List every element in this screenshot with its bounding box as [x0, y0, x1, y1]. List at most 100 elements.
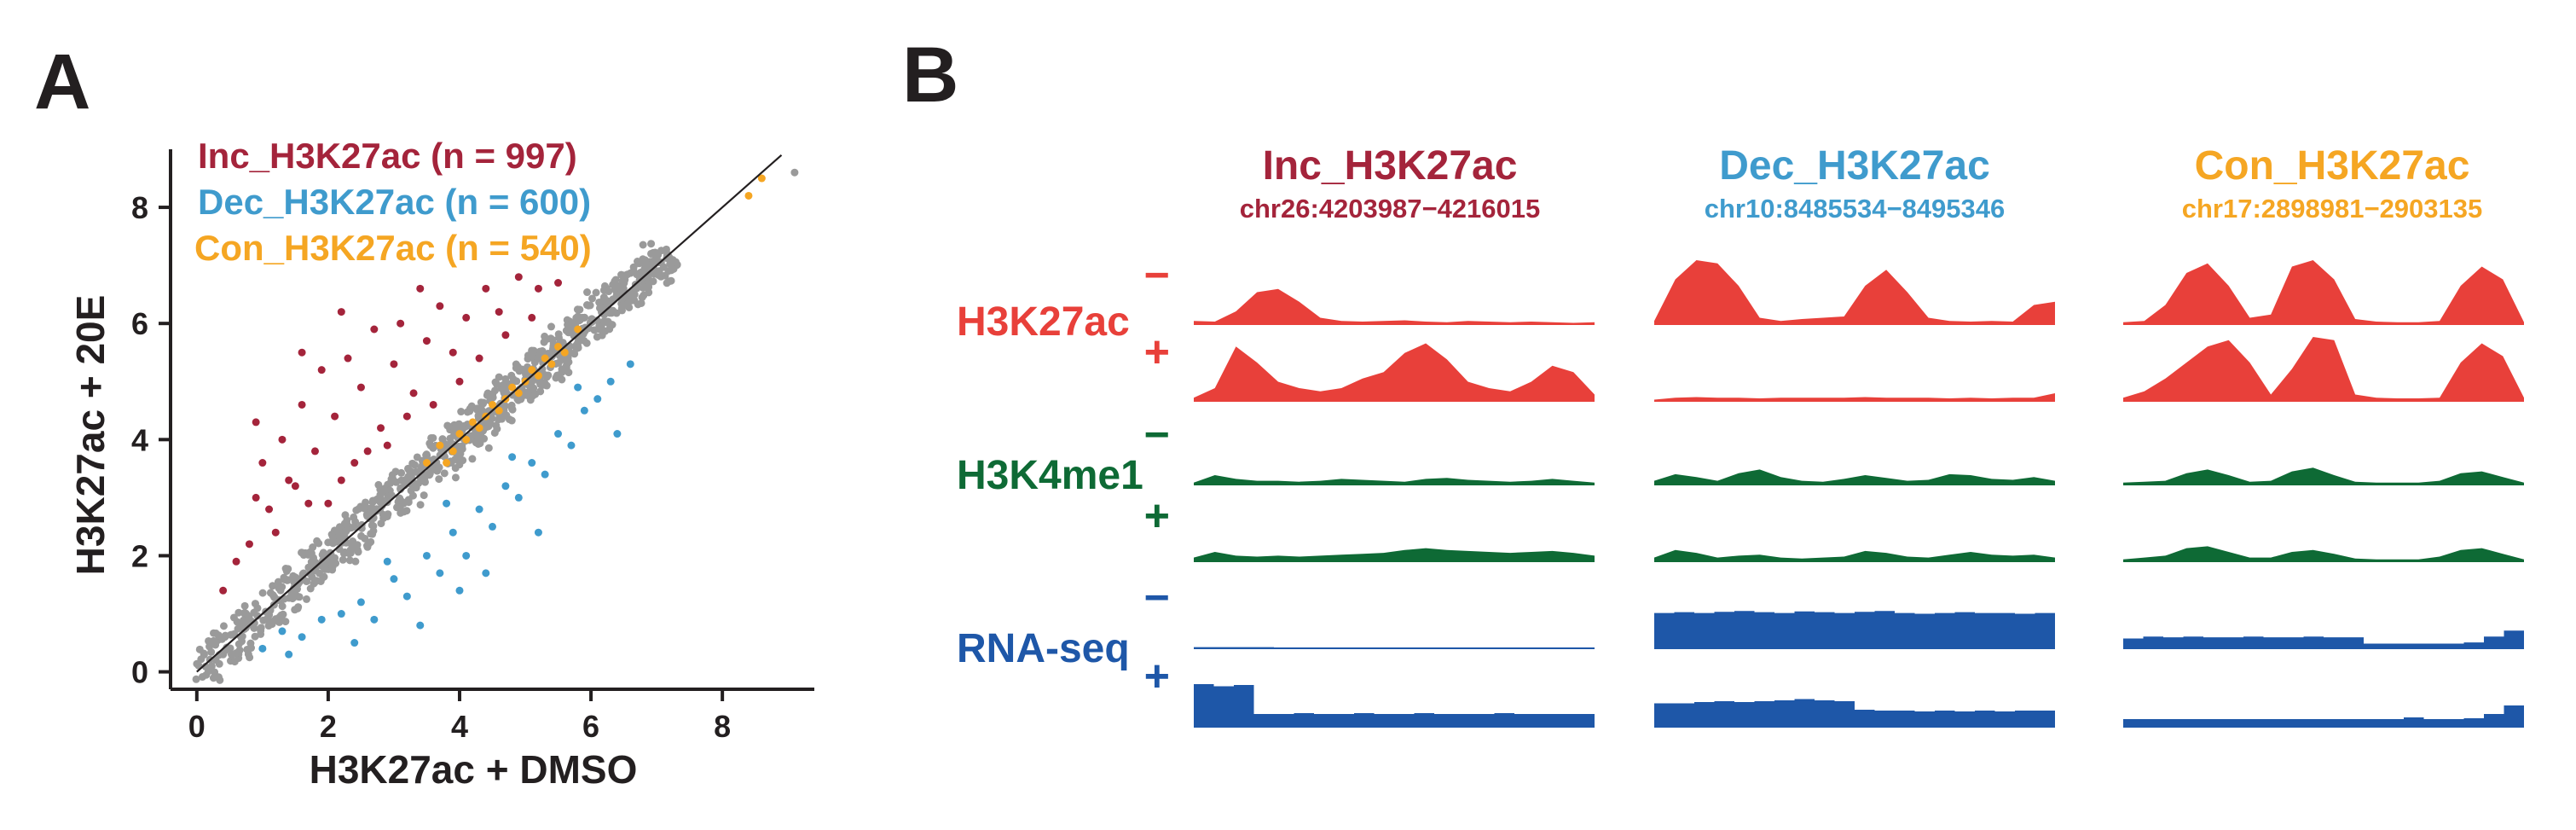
- background-point: [306, 584, 315, 593]
- point-inc: [528, 313, 536, 322]
- point-inc: [514, 273, 523, 282]
- point-dec: [593, 395, 602, 403]
- background-point: [368, 521, 376, 530]
- track-h3k27ac-plus-dec: [1654, 393, 2055, 401]
- background-point: [554, 330, 563, 339]
- point-dec: [514, 493, 523, 502]
- background-point: [333, 527, 342, 536]
- background-point: [376, 490, 385, 499]
- point-dec: [278, 627, 287, 636]
- background-point: [640, 257, 648, 265]
- locus-coords-con: chr17:2898981−2903135: [2182, 194, 2483, 223]
- point-con: [436, 441, 444, 450]
- genome-browser: Inc_H3K27ac chr26:4203987−4216015 Dec_H3K2…: [957, 143, 2524, 728]
- point-inc: [252, 493, 260, 502]
- background-point: [229, 613, 238, 622]
- point-con: [757, 174, 766, 183]
- point-con: [449, 447, 457, 456]
- point-inc: [554, 279, 563, 287]
- background-point: [320, 572, 328, 581]
- background-point: [523, 391, 531, 399]
- background-point: [292, 586, 300, 595]
- background-point: [368, 496, 377, 505]
- background-point: [517, 395, 525, 403]
- background-point: [605, 287, 613, 296]
- condition-plus-h3k4me1: +: [1144, 491, 1170, 541]
- background-point: [195, 645, 204, 653]
- background-point: [573, 305, 582, 314]
- background-point: [468, 455, 477, 463]
- y-tick-label: 4: [131, 422, 148, 457]
- background-point: [257, 624, 265, 632]
- background-point: [407, 467, 415, 476]
- background-point: [512, 363, 520, 372]
- point-inc: [455, 377, 464, 386]
- background-point: [219, 622, 228, 630]
- point-dec: [554, 430, 563, 438]
- background-point: [313, 537, 321, 545]
- point-dec: [567, 441, 576, 450]
- point-con: [574, 325, 582, 334]
- background-point: [790, 168, 799, 177]
- track-rnaseq-plus-inc: [1194, 684, 1595, 727]
- background-point: [269, 582, 277, 590]
- point-con: [462, 435, 471, 444]
- point-con: [514, 389, 523, 398]
- background-point: [206, 639, 214, 647]
- background-point: [605, 319, 613, 328]
- point-inc: [298, 348, 306, 357]
- background-point: [228, 630, 236, 639]
- x-tick-label: 6: [582, 709, 599, 744]
- point-con: [495, 406, 503, 415]
- point-inc: [429, 400, 437, 409]
- x-tick-label: 0: [188, 709, 206, 744]
- track-h3k4me1-minus-con: [2123, 467, 2524, 485]
- track-h3k27ac-plus-inc: [1194, 343, 1595, 401]
- track-h3k4me1-minus-inc: [1194, 475, 1595, 485]
- point-inc: [436, 302, 444, 311]
- point-dec: [455, 586, 464, 595]
- point-inc: [534, 284, 542, 293]
- track-h3k4me1-plus-inc: [1194, 548, 1595, 561]
- background-point: [210, 629, 218, 637]
- background-point: [625, 303, 634, 311]
- background-point: [251, 600, 259, 608]
- point-dec: [422, 551, 431, 560]
- point-inc: [501, 331, 510, 340]
- background-point: [346, 546, 355, 554]
- background-point: [198, 673, 206, 682]
- point-con: [560, 348, 569, 357]
- condition-minus-rnaseq: −: [1144, 573, 1170, 623]
- background-point: [282, 566, 291, 575]
- point-con: [443, 459, 451, 467]
- background-point: [377, 519, 385, 528]
- point-inc: [232, 557, 240, 566]
- point-inc: [337, 476, 345, 485]
- point-inc: [285, 476, 293, 485]
- point-con: [541, 354, 549, 363]
- point-dec: [475, 505, 483, 514]
- background-point: [353, 546, 362, 554]
- point-inc: [363, 447, 372, 456]
- track-h3k27ac-minus-con: [2123, 260, 2524, 324]
- legend-inc: Inc_H3K27ac (n = 997): [198, 136, 577, 176]
- point-inc: [402, 412, 411, 421]
- background-point: [588, 294, 597, 303]
- background-point: [216, 676, 224, 684]
- point-inc: [265, 505, 274, 514]
- background-point: [363, 512, 372, 520]
- point-inc: [462, 313, 471, 322]
- point-dec: [416, 621, 425, 630]
- background-point: [413, 453, 421, 461]
- background-point: [438, 435, 447, 444]
- background-point: [259, 616, 268, 624]
- track-label-h3k4me1: H3K4me1: [957, 453, 1143, 498]
- track-h3k27ac-minus-inc: [1194, 288, 1595, 324]
- background-point: [592, 288, 600, 297]
- point-inc: [219, 586, 228, 595]
- background-point: [357, 524, 366, 532]
- background-point: [649, 277, 657, 286]
- background-point: [303, 595, 311, 603]
- background-point: [339, 555, 347, 564]
- point-dec: [462, 551, 471, 560]
